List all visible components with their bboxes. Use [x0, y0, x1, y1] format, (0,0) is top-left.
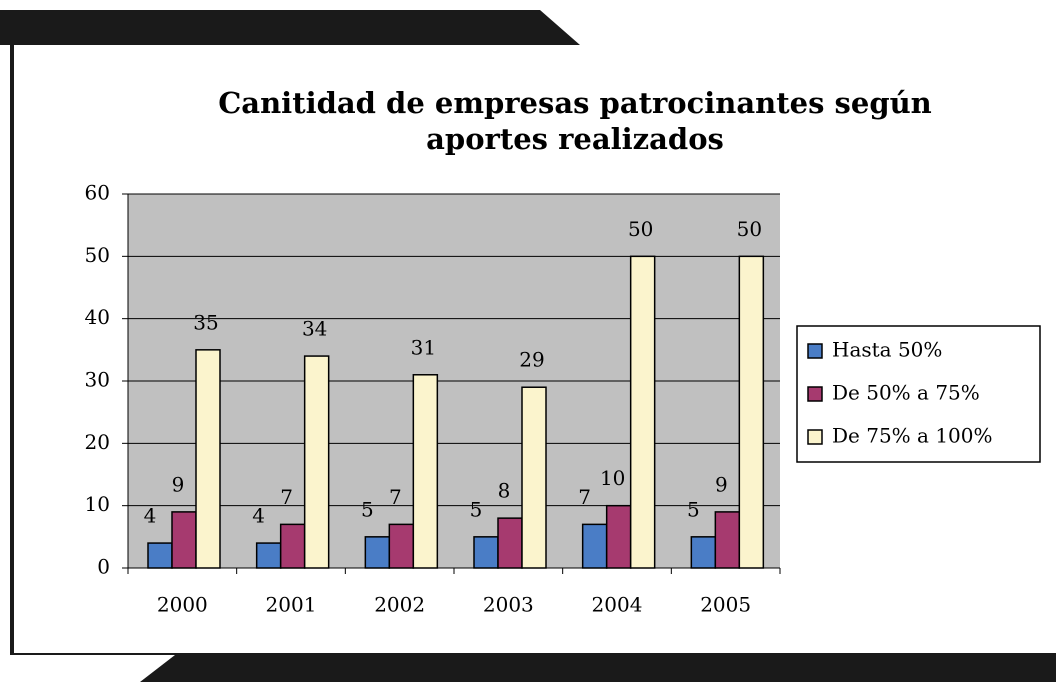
x-tick-label: 2000 — [157, 593, 208, 617]
y-tick-label: 40 — [85, 305, 110, 329]
legend — [796, 325, 1041, 463]
x-tick-label: 2004 — [592, 593, 643, 617]
bar — [738, 255, 765, 569]
bar — [171, 511, 197, 569]
value-label: 4 — [144, 504, 157, 528]
value-label: 7 — [389, 485, 402, 509]
value-label: 9 — [715, 472, 728, 496]
legend-label: De 75% a 100% — [832, 424, 993, 448]
x-tick-label: 2002 — [374, 593, 425, 617]
value-label: 5 — [687, 497, 700, 521]
bar — [303, 355, 330, 569]
y-tick-label: 60 — [85, 181, 110, 205]
value-label: 34 — [302, 317, 327, 341]
y-tick-label: 50 — [85, 243, 110, 267]
bar — [629, 255, 656, 569]
bar — [147, 542, 173, 569]
legend-swatch — [807, 386, 823, 402]
legend-label: De 50% a 75% — [832, 381, 980, 405]
bar — [364, 536, 391, 569]
bar — [690, 536, 717, 569]
bar — [497, 517, 523, 569]
value-label: 7 — [280, 485, 293, 509]
chart-title: Canitidad de empresas patrocinantes segú… — [218, 86, 932, 120]
chart-title: aportes realizados — [426, 122, 724, 156]
x-tick-label: 2005 — [700, 593, 751, 617]
legend-swatch — [807, 429, 823, 445]
bar — [279, 523, 306, 569]
y-tick-label: 20 — [85, 430, 110, 454]
legend-label: Hasta 50% — [832, 338, 942, 362]
y-tick-label: 30 — [85, 368, 110, 392]
x-tick-label: 2003 — [483, 593, 534, 617]
bar — [581, 523, 608, 569]
bar — [388, 523, 415, 569]
bar — [714, 511, 741, 569]
legend-swatch — [807, 343, 823, 359]
value-label: 5 — [361, 497, 374, 521]
value-label: 50 — [737, 217, 762, 241]
value-label: 4 — [252, 504, 265, 528]
bar — [255, 542, 282, 569]
x-tick-label: 2001 — [266, 593, 317, 617]
bar — [605, 504, 632, 569]
value-label: 31 — [411, 335, 436, 359]
y-tick-label: 0 — [97, 555, 110, 579]
bar — [412, 374, 439, 569]
value-label: 35 — [193, 310, 218, 334]
bar — [195, 349, 221, 569]
value-label: 29 — [519, 348, 544, 372]
bar — [521, 386, 547, 569]
y-tick-label: 10 — [85, 492, 110, 516]
value-label: 10 — [600, 466, 625, 490]
value-label: 50 — [628, 217, 653, 241]
value-label: 9 — [172, 472, 185, 496]
value-label: 7 — [578, 485, 591, 509]
bar — [473, 536, 499, 569]
value-label: 5 — [470, 497, 483, 521]
value-label: 8 — [498, 479, 511, 503]
